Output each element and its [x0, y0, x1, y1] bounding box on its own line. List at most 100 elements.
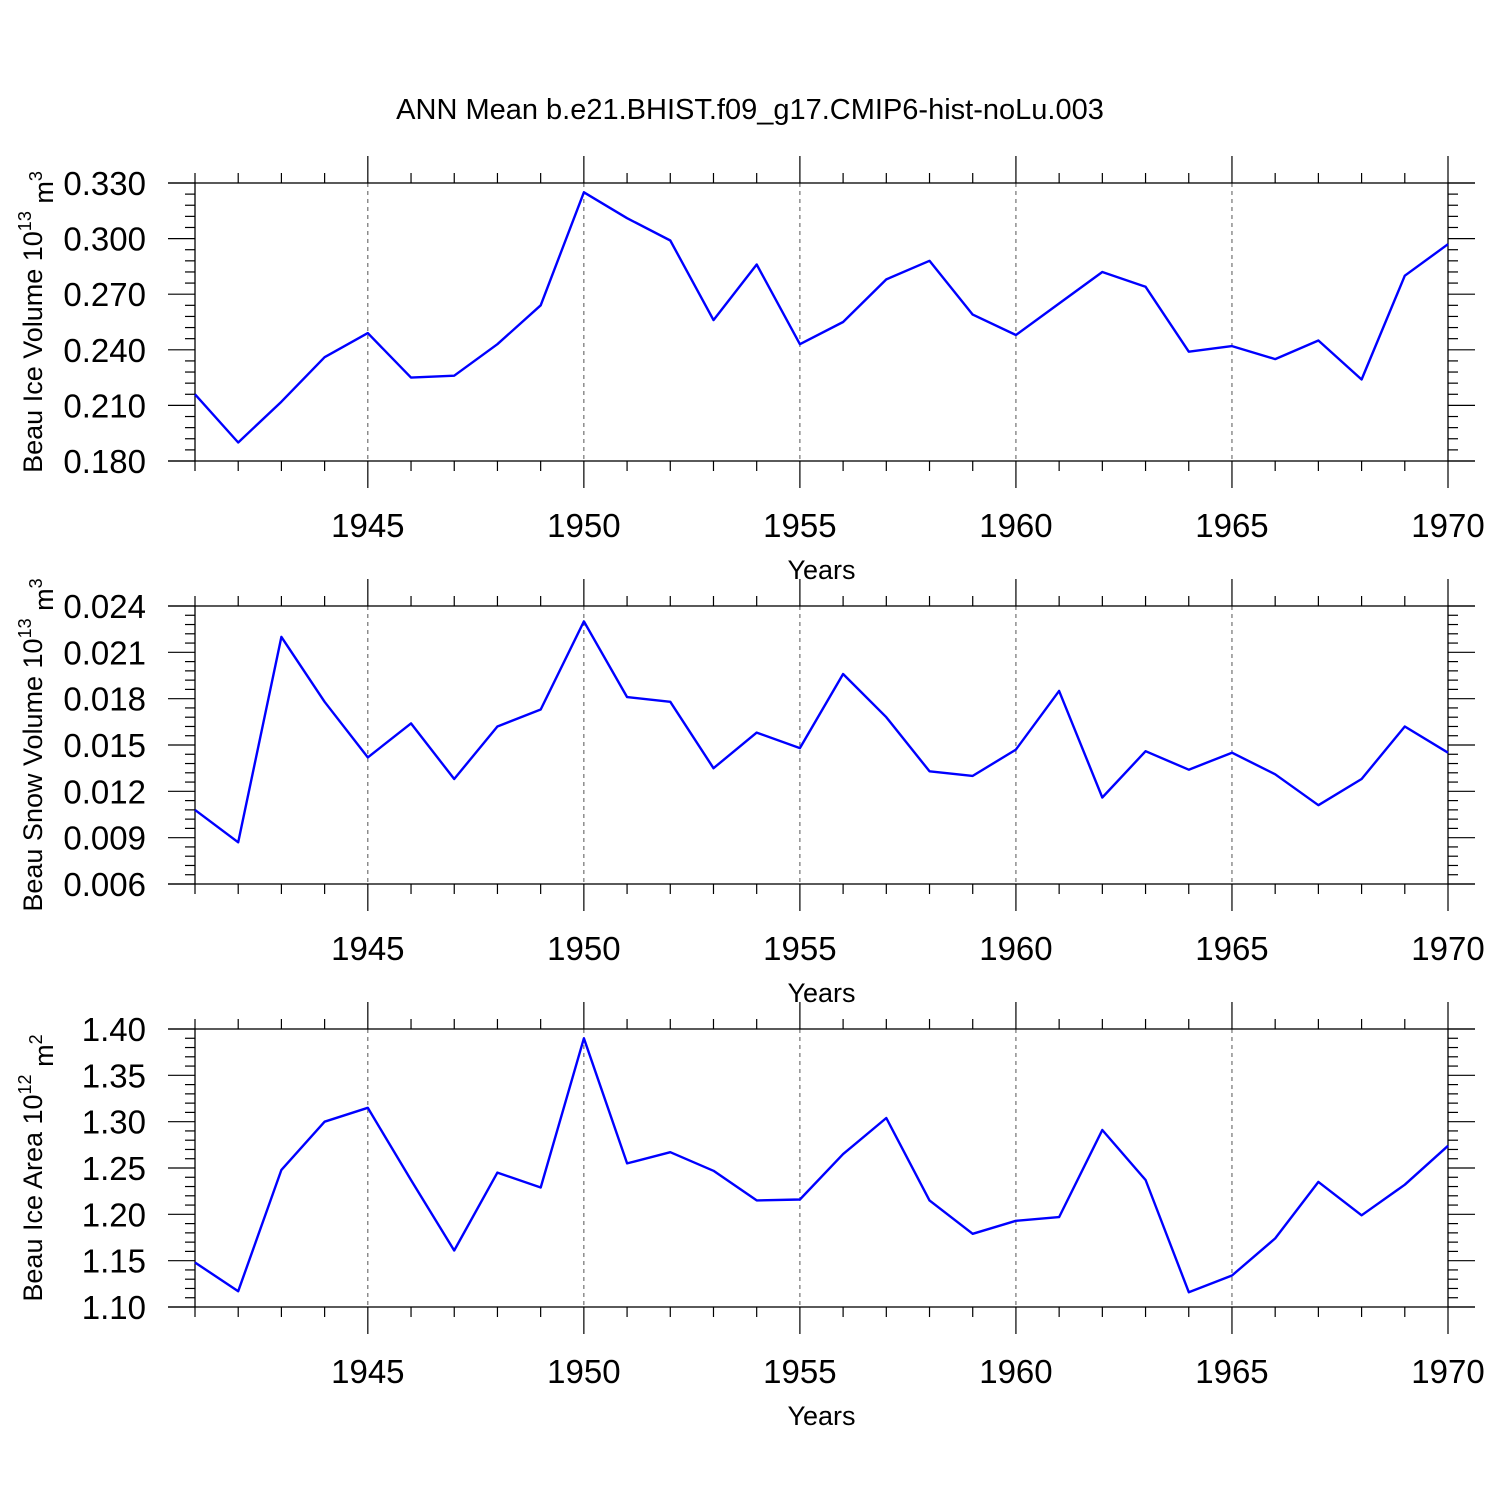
y-axis-title-part: m [29, 588, 59, 618]
data-point [842, 673, 844, 675]
data-point [1145, 286, 1147, 288]
y-tick-label: 0.330 [63, 165, 146, 202]
data-point [583, 191, 585, 193]
data-point [1317, 1181, 1319, 1183]
data-point [756, 1199, 758, 1201]
data-point [929, 1199, 931, 1201]
y-tick-label: 1.15 [82, 1243, 146, 1280]
x-tick-label: 1955 [763, 507, 836, 544]
data-point [1231, 345, 1233, 347]
data-point [583, 620, 585, 622]
data-point [669, 1151, 671, 1153]
data-point [410, 377, 412, 379]
y-axis-title-text: Beau Snow Volume 10 [18, 638, 48, 911]
data-point [1404, 725, 1406, 727]
data-point [1188, 769, 1190, 771]
x-tick-label: 1970 [1411, 1353, 1484, 1390]
panel-2: 1945 1950 1955 1960 1965 1970 0.006 0.009 0.012 0… [15, 578, 1485, 1008]
data-point [410, 722, 412, 724]
data-point [1447, 1145, 1449, 1147]
data-point [1231, 1274, 1233, 1276]
y-tick-label: 1.30 [82, 1104, 146, 1141]
y-axis-title-part: 3 [26, 578, 46, 588]
data-point [583, 1037, 585, 1039]
y-tick-label: 0.015 [63, 727, 146, 764]
data-point [799, 1199, 801, 1201]
panel-3: 1945 1950 1955 1960 1965 1970 1.10 1.15 1.20 1.25… [15, 1002, 1485, 1431]
data-point [669, 239, 671, 241]
y-axis-title-part: m [29, 181, 59, 211]
data-point [799, 343, 801, 345]
data-point [1058, 302, 1060, 304]
data-point [1015, 749, 1017, 751]
x-tick-label: 1950 [547, 930, 620, 967]
data-point [367, 1107, 369, 1109]
data-point [669, 701, 671, 703]
data-point [885, 1117, 887, 1119]
data-point [1145, 750, 1147, 752]
data-point [194, 1262, 196, 1264]
data-point [194, 809, 196, 811]
data-point [972, 314, 974, 316]
data-point [1058, 1216, 1060, 1218]
y-axis-title-part: 3 [26, 171, 46, 181]
data-point [1015, 1220, 1017, 1222]
data-point [237, 841, 239, 843]
data-point [453, 778, 455, 780]
y-tick-label: 0.009 [63, 820, 146, 857]
data-point [237, 441, 239, 443]
data-point [237, 1290, 239, 1292]
y-axis-title-text: Beau Ice Volume 10 [18, 231, 48, 473]
series-line [194, 620, 1449, 844]
plot-frame [194, 1028, 1449, 1308]
y-axis-title-text: Beau Ice Area 10 [18, 1094, 48, 1301]
data-point [367, 756, 369, 758]
data-point [453, 1249, 455, 1251]
data-point [324, 1121, 326, 1123]
y-tick-label: 1.35 [82, 1057, 146, 1094]
data-point [842, 1153, 844, 1155]
y-tick-label: 1.25 [82, 1150, 146, 1187]
y-tick-label: 0.021 [63, 634, 146, 671]
y-tick-label: 0.270 [63, 276, 146, 313]
data-point [1361, 1214, 1363, 1216]
y-tick-label: 0.018 [63, 681, 146, 718]
data-point [1317, 804, 1319, 806]
data-point [324, 356, 326, 358]
data-point [929, 260, 931, 262]
x-tick-label: 1955 [763, 930, 836, 967]
data-point [280, 636, 282, 638]
data-point [324, 701, 326, 703]
data-point [712, 1170, 714, 1172]
y-tick-label: 0.012 [63, 773, 146, 810]
data-point [1101, 797, 1103, 799]
x-tick-label: 1965 [1195, 930, 1268, 967]
series-line [194, 191, 1449, 444]
x-tick-label: 1950 [547, 1353, 620, 1390]
x-tick-label: 1955 [763, 1353, 836, 1390]
data-point [712, 319, 714, 321]
data-point [540, 1186, 542, 1188]
data-point [1188, 1291, 1190, 1293]
data-point [1404, 1184, 1406, 1186]
data-point [410, 1179, 412, 1181]
data-point [626, 696, 628, 698]
data-point [712, 767, 714, 769]
data-point [540, 304, 542, 306]
plot-frame [194, 182, 1449, 462]
data-point [1188, 351, 1190, 353]
y-axis-title: Beau Ice Volume 1013 m3 [15, 171, 59, 473]
x-tick-label: 1965 [1195, 507, 1268, 544]
data-point [885, 278, 887, 280]
data-point [496, 343, 498, 345]
x-axis-title: Years [787, 1401, 855, 1431]
y-tick-label: 0.210 [63, 387, 146, 424]
x-tick-label: 1950 [547, 507, 620, 544]
x-tick-label: 1970 [1411, 507, 1484, 544]
data-point [1361, 378, 1363, 380]
y-axis-title: Beau Ice Area 1012 m2 [15, 1034, 59, 1301]
data-point [1274, 358, 1276, 360]
data-point [756, 264, 758, 266]
y-axis-title-part: 2 [26, 1034, 46, 1044]
